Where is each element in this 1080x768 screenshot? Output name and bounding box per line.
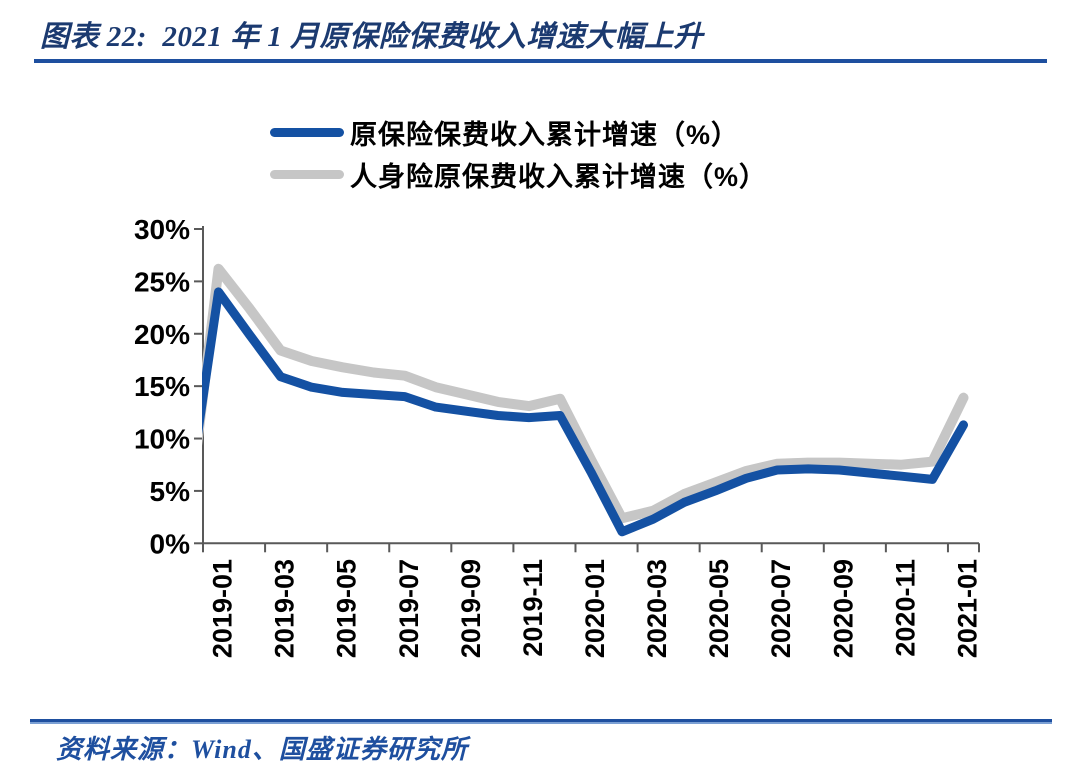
- series-line-1: [202, 263, 969, 524]
- x-tick-label: 2020-09: [828, 559, 858, 658]
- blue-line-swatch-icon: [270, 127, 344, 137]
- x-tick-label: 2019-01: [208, 559, 238, 658]
- footer-divider: [30, 719, 1052, 724]
- x-tick-label: 2019-07: [394, 559, 424, 658]
- x-tick-label: 2019-03: [270, 559, 300, 658]
- y-tick-label: 0%: [150, 528, 191, 559]
- title-divider: [34, 59, 1047, 63]
- x-tick-label: 2020-05: [704, 559, 734, 658]
- y-tick-label: 20%: [134, 319, 190, 350]
- legend-label: 原保险保费收入累计增速（%）: [350, 119, 740, 150]
- x-tick-label: 2020-11: [890, 559, 920, 657]
- data-source: 资料来源：Wind、国盛证券研究所: [56, 735, 468, 764]
- x-tick-label: 2019-05: [332, 559, 362, 658]
- y-tick-label: 10%: [134, 424, 190, 455]
- chart-legend: 原保险保费收入累计增速（%） 人身险原保费收入累计增速（%）: [270, 111, 767, 195]
- x-tick-label: 2019-11: [518, 559, 548, 657]
- x-tick-label: 2020-01: [580, 559, 610, 658]
- y-tick-label: 30%: [134, 214, 190, 245]
- x-tick-label: 2020-07: [766, 559, 796, 658]
- gray-line-swatch-icon: [270, 169, 344, 179]
- legend-item-original-premium: 原保险保费收入累计增速（%）: [270, 111, 767, 153]
- y-tick-label: 15%: [134, 371, 190, 402]
- chart-title: 图表 22: 2021 年 1 月原保险保费收入增速大幅上升: [40, 21, 704, 53]
- series-line-0: [202, 287, 968, 537]
- x-tick-label: 2020-03: [642, 559, 672, 658]
- legend-item-life-premium: 人身险原保费收入累计增速（%）: [270, 153, 767, 195]
- legend-label: 人身险原保费收入累计增速（%）: [350, 161, 768, 192]
- y-tick-label: 25%: [134, 266, 190, 297]
- x-tick-label: 2019-09: [456, 559, 486, 658]
- x-tick-label: 2021-01: [952, 559, 982, 658]
- y-tick-label: 5%: [150, 476, 191, 507]
